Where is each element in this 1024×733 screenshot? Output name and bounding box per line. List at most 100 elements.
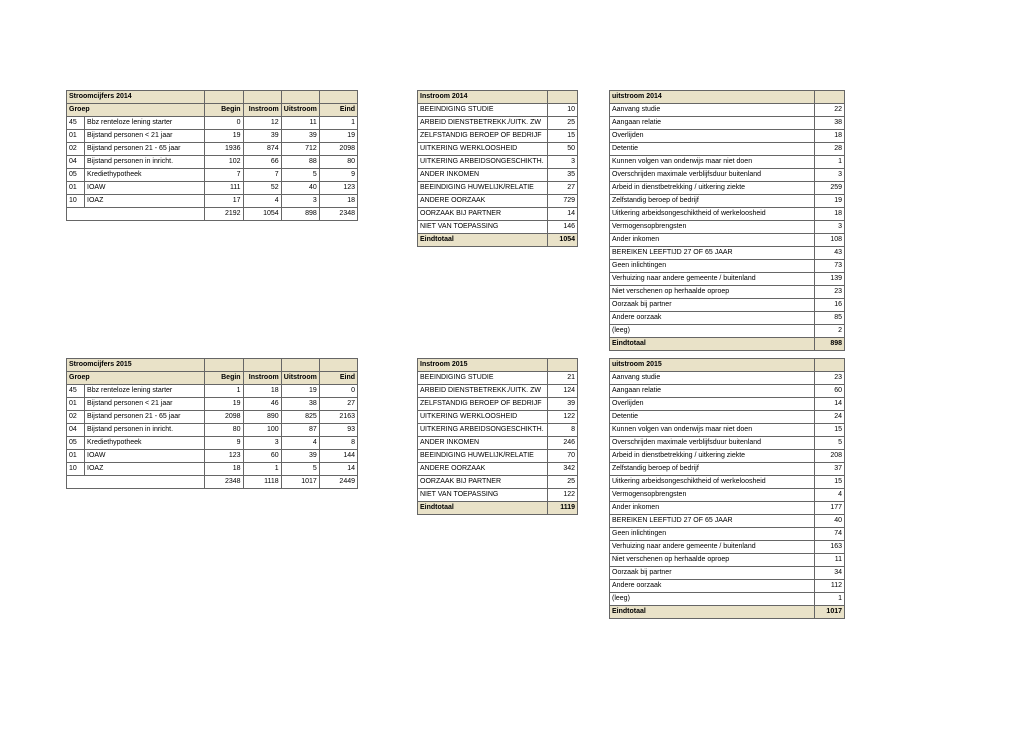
row-label: Bijstand personen < 21 jaar	[85, 398, 205, 411]
table-row: 45Bbz renteloze lening starter118190	[67, 385, 358, 398]
row-value: 1	[205, 385, 243, 398]
total-value: 898	[815, 338, 845, 351]
table-title: uitstroom 2015	[610, 359, 815, 372]
row-label: Kunnen volgen van onderwijs maar niet do…	[610, 156, 815, 169]
row-value: 74	[815, 528, 845, 541]
row-label: (leeg)	[610, 325, 815, 338]
row-label: UITKERING ARBEIDSONGESCHIKTH.	[418, 424, 548, 437]
table-row: Aanvang studie23	[610, 372, 845, 385]
row-value: 0	[319, 385, 357, 398]
total-label: Eindtotaal	[610, 606, 815, 619]
row-label: IOAW	[85, 182, 205, 195]
row-label: Bijstand personen 21 - 65 jaar	[85, 143, 205, 156]
row-value: 39	[243, 130, 281, 143]
row-value: 208	[815, 450, 845, 463]
totals-row: 219210548982348	[67, 208, 358, 221]
row-value: 825	[281, 411, 319, 424]
row-value: 2163	[319, 411, 357, 424]
table-row: ZELFSTANDIG BEROEP OF BEDRIJF39	[418, 398, 578, 411]
table-row: Zelfstandig beroep of bedrijf37	[610, 463, 845, 476]
table-row: ARBEID DIENSTBETREKK./UITK. ZW124	[418, 385, 578, 398]
table-row: Geen inlichtingen73	[610, 260, 845, 273]
table-row: OORZAAK BIJ PARTNER25	[418, 476, 578, 489]
row-label: ANDER INKOMEN	[418, 169, 548, 182]
row-value: 1	[815, 156, 845, 169]
total-value: 1118	[243, 476, 281, 489]
table-row: ANDERE OORZAAK729	[418, 195, 578, 208]
row-value: 43	[815, 247, 845, 260]
uitstroom-2014: uitstroom 2014Aanvang studie22Aangaan re…	[609, 90, 845, 351]
table-row: Overlijden18	[610, 130, 845, 143]
row-label: Bijstand personen 21 - 65 jaar	[85, 411, 205, 424]
row-label: Detentie	[610, 143, 815, 156]
row-label: OORZAAK BIJ PARTNER	[418, 476, 548, 489]
row-label: NIET VAN TOEPASSING	[418, 489, 548, 502]
row-value: 102	[205, 156, 243, 169]
table-row: Oorzaak bij partner34	[610, 567, 845, 580]
table-row: Zelfstandig beroep of bedrijf19	[610, 195, 845, 208]
row-code: 45	[67, 385, 85, 398]
table-row: Overschrijden maximale verblijfsduur bui…	[610, 169, 845, 182]
table-row: Overlijden14	[610, 398, 845, 411]
table-row: Detentie28	[610, 143, 845, 156]
row-value: 3	[281, 195, 319, 208]
row-value: 18	[319, 195, 357, 208]
table-row: ANDERE OORZAAK342	[418, 463, 578, 476]
total-value: 1119	[548, 502, 578, 515]
row-label: Arbeid in dienstbetrekking / uitkering z…	[610, 182, 815, 195]
table-row: Vermogensopbrengsten3	[610, 221, 845, 234]
row-value: 5	[281, 463, 319, 476]
row-label: BEEINDIGING HUWELIJK/RELATIE	[418, 182, 548, 195]
row-value: 80	[319, 156, 357, 169]
row-value: 729	[548, 195, 578, 208]
row-value: 108	[815, 234, 845, 247]
row-value: 10	[548, 104, 578, 117]
row-value: 139	[815, 273, 845, 286]
col-header: Eind	[319, 372, 357, 385]
row-label: Aangaan relatie	[610, 385, 815, 398]
row-value: 100	[243, 424, 281, 437]
row-label: IOAW	[85, 450, 205, 463]
table-title: Stroomcijfers 2014	[67, 91, 205, 104]
row-label: Oorzaak bij partner	[610, 299, 815, 312]
table-row: Uitkering arbeidsongeschiktheid of werke…	[610, 208, 845, 221]
row-label: Bijstand personen in inricht.	[85, 424, 205, 437]
total-value: 2348	[205, 476, 243, 489]
row-label: ARBEID DIENSTBETREKK./UITK. ZW	[418, 117, 548, 130]
row-value: 23	[815, 286, 845, 299]
row-label: Uitkering arbeidsongeschiktheid of werke…	[610, 476, 815, 489]
stroomcijfers-2015: Stroomcijfers 2015GroepBeginInstroomUits…	[66, 358, 358, 489]
row-code: 05	[67, 169, 85, 182]
row-value: 25	[548, 476, 578, 489]
table-row: OORZAAK BIJ PARTNER14	[418, 208, 578, 221]
totals-row: Eindtotaal1017	[610, 606, 845, 619]
row-value: 22	[815, 104, 845, 117]
table-row: 04Bijstand personen in inricht.102668880	[67, 156, 358, 169]
row-value: 15	[815, 424, 845, 437]
total-value: 2449	[319, 476, 357, 489]
table-row: 01IOAW1236039144	[67, 450, 358, 463]
row-value: 163	[815, 541, 845, 554]
row-value: 14	[548, 208, 578, 221]
row-label: ZELFSTANDIG BEROEP OF BEDRIJF	[418, 398, 548, 411]
row-value: 146	[548, 221, 578, 234]
table-row: 10IOAZ181514	[67, 463, 358, 476]
row-value: 25	[548, 117, 578, 130]
table-row: 01Bijstand personen < 21 jaar19463827	[67, 398, 358, 411]
table-row: Verhuizing naar andere gemeente / buiten…	[610, 541, 845, 554]
row-value: 4	[243, 195, 281, 208]
row-value: 38	[281, 398, 319, 411]
row-value: 18	[815, 208, 845, 221]
total-label: Eindtotaal	[418, 234, 548, 247]
table-row: ARBEID DIENSTBETREKK./UITK. ZW25	[418, 117, 578, 130]
table-row: Kunnen volgen van onderwijs maar niet do…	[610, 156, 845, 169]
row-label: Niet verschenen op herhaalde oproep	[610, 554, 815, 567]
table-row: Arbeid in dienstbetrekking / uitkering z…	[610, 182, 845, 195]
row-label: Verhuizing naar andere gemeente / buiten…	[610, 541, 815, 554]
row-label: ANDERE OORZAAK	[418, 463, 548, 476]
table-row: NIET VAN TOEPASSING122	[418, 489, 578, 502]
table-row: Niet verschenen op herhaalde oproep11	[610, 554, 845, 567]
row-value: 8	[548, 424, 578, 437]
row-value: 14	[815, 398, 845, 411]
row-label: Zelfstandig beroep of bedrijf	[610, 195, 815, 208]
